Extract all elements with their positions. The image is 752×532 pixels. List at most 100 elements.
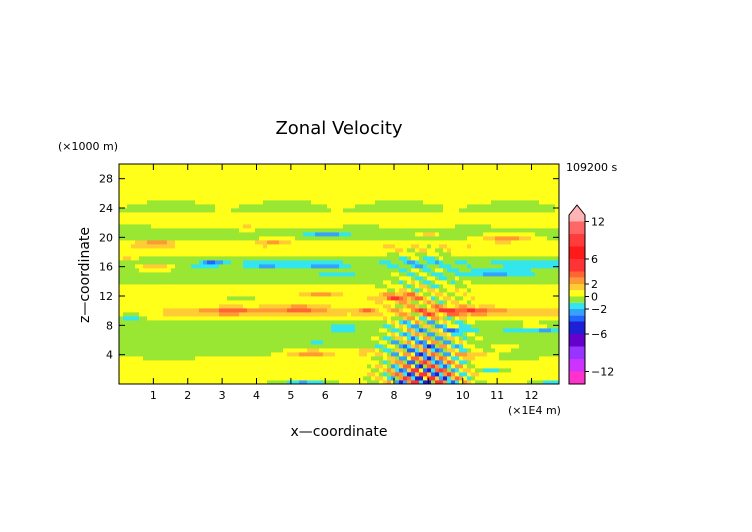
field-cell xyxy=(167,296,172,301)
field-cell xyxy=(299,328,304,333)
field-cell xyxy=(191,256,196,261)
field-cell xyxy=(515,328,520,333)
field-cell xyxy=(191,300,196,305)
field-cell xyxy=(323,280,328,285)
field-cell xyxy=(163,284,168,289)
field-cell xyxy=(171,260,176,265)
field-cell xyxy=(119,376,124,381)
field-cell xyxy=(463,300,468,305)
field-cell xyxy=(155,328,160,333)
field-cell xyxy=(139,236,144,241)
field-cell xyxy=(279,348,284,353)
field-cell xyxy=(243,256,248,261)
field-cell xyxy=(307,364,312,369)
field-cell xyxy=(159,208,164,213)
field-cell xyxy=(151,280,156,285)
field-cell xyxy=(239,340,244,345)
field-cell xyxy=(291,252,296,257)
field-cell xyxy=(131,276,136,281)
field-cell xyxy=(355,216,360,221)
field-cell xyxy=(171,336,176,341)
field-cell xyxy=(139,376,144,381)
field-cell xyxy=(271,336,276,341)
field-cell xyxy=(187,284,192,289)
field-cell xyxy=(487,264,492,269)
field-cell xyxy=(359,284,364,289)
field-cell xyxy=(483,348,488,353)
field-cell xyxy=(331,212,336,217)
field-cell xyxy=(175,232,180,237)
field-cell xyxy=(487,216,492,221)
field-cell xyxy=(495,308,500,313)
field-cell xyxy=(271,264,276,269)
field-cell xyxy=(399,356,404,361)
field-cell xyxy=(139,344,144,349)
field-cell xyxy=(551,340,556,345)
field-cell xyxy=(175,288,180,293)
field-cell xyxy=(299,252,304,257)
field-cell xyxy=(439,212,444,217)
field-cell xyxy=(203,376,208,381)
field-cell xyxy=(539,240,544,245)
field-cell xyxy=(131,320,136,325)
field-cell xyxy=(195,356,200,361)
field-cell xyxy=(227,348,232,353)
field-cell xyxy=(411,300,416,305)
field-cell xyxy=(519,360,524,365)
field-cell xyxy=(247,364,252,369)
field-cell xyxy=(435,368,440,373)
field-cell xyxy=(363,340,368,345)
field-cell xyxy=(499,216,504,221)
field-cell xyxy=(159,264,164,269)
field-cell xyxy=(391,256,396,261)
field-cell xyxy=(243,308,248,313)
field-cell xyxy=(407,336,412,341)
field-cell xyxy=(451,212,456,217)
field-cell xyxy=(483,380,488,385)
field-cell xyxy=(175,352,180,357)
field-cell xyxy=(407,304,412,309)
field-cell xyxy=(219,276,224,281)
field-cell xyxy=(527,372,532,377)
field-cell xyxy=(391,320,396,325)
field-cell xyxy=(223,304,228,309)
field-cell xyxy=(243,240,248,245)
field-cell xyxy=(499,292,504,297)
field-cell xyxy=(363,332,368,337)
field-cell xyxy=(311,272,316,277)
field-cell xyxy=(323,356,328,361)
field-cell xyxy=(235,252,240,257)
field-cell xyxy=(171,340,176,345)
field-cell xyxy=(307,232,312,237)
field-cell xyxy=(451,256,456,261)
field-cell xyxy=(503,264,508,269)
field-cell xyxy=(319,380,324,385)
field-cell xyxy=(371,288,376,293)
field-cell xyxy=(435,380,440,385)
field-cell xyxy=(523,332,528,337)
field-cell xyxy=(371,344,376,349)
field-cell xyxy=(475,360,480,365)
field-cell xyxy=(495,284,500,289)
field-cell xyxy=(211,280,216,285)
field-cell xyxy=(347,308,352,313)
field-cell xyxy=(499,300,504,305)
field-cell xyxy=(391,364,396,369)
field-cell xyxy=(523,328,528,333)
field-cell xyxy=(299,220,304,225)
field-cell xyxy=(539,332,544,337)
field-cell xyxy=(307,260,312,265)
field-cell xyxy=(367,364,372,369)
field-cell xyxy=(167,308,172,313)
field-cell xyxy=(343,372,348,377)
field-cell xyxy=(551,368,556,373)
field-cell xyxy=(247,288,252,293)
field-cell xyxy=(371,300,376,305)
field-cell xyxy=(539,328,544,333)
field-cell xyxy=(307,352,312,357)
field-cell xyxy=(535,356,540,361)
field-cell xyxy=(203,216,208,221)
field-cell xyxy=(447,268,452,273)
field-cell xyxy=(483,240,488,245)
field-cell xyxy=(155,376,160,381)
